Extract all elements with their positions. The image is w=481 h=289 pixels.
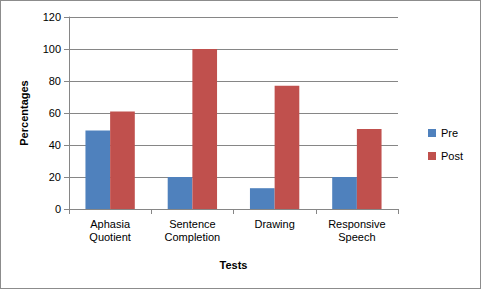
svg-text:Tests: Tests [220,259,248,271]
svg-text:60: 60 [49,107,61,119]
svg-text:Speech: Speech [338,231,375,243]
svg-text:Percentages: Percentages [18,80,30,145]
svg-text:Post: Post [441,150,463,162]
svg-text:Aphasia: Aphasia [90,218,131,230]
svg-text:Pre: Pre [441,127,458,139]
svg-text:Completion: Completion [165,231,221,243]
svg-text:40: 40 [49,139,61,151]
svg-text:100: 100 [43,43,61,55]
svg-text:20: 20 [49,171,61,183]
svg-text:Sentence: Sentence [169,218,215,230]
svg-text:Quotient: Quotient [89,231,131,243]
svg-text:0: 0 [55,203,61,215]
svg-text:120: 120 [43,11,61,23]
svg-text:Responsive: Responsive [328,218,385,230]
svg-text:Drawing: Drawing [254,218,294,230]
svg-text:80: 80 [49,75,61,87]
